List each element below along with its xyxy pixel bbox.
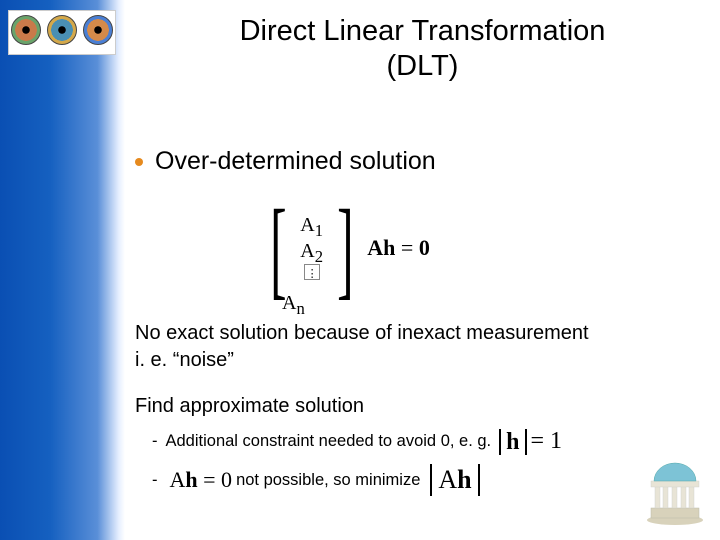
matrix-equation: [ A1 A2 ⋮ ] Ah = 0 [260, 198, 430, 298]
sub-bullet-minimize: - Ah = 0 not possible, so minimize Ah [152, 464, 480, 496]
noexact-line1: No exact solution because of inexact mea… [135, 322, 589, 344]
dash-icon: - [152, 432, 158, 451]
find-approximate-text: Find approximate solution [135, 395, 364, 418]
iris-icon-1 [11, 15, 41, 45]
norm-h-eq-1: h= 1 [499, 428, 562, 455]
bullet-dot-icon [135, 158, 143, 166]
matrix-row-1: A1 [300, 214, 323, 240]
noexact-line2: i. e. “noise” [135, 349, 234, 371]
sub2-text: not possible, so minimize [236, 471, 420, 490]
vdots-icon: ⋮ [304, 264, 320, 280]
norm-ah: Ah [430, 464, 479, 496]
sub1-text: Additional constraint needed to avoid 0,… [166, 432, 492, 451]
left-bracket-icon: [ [270, 198, 286, 298]
iris-icon-3 [83, 15, 113, 45]
matrix-column: A1 A2 ⋮ [297, 212, 327, 285]
math-ah-eq-0: Ah = 0 [166, 467, 237, 493]
sub-bullet-constraint: - Additional constraint needed to avoid … [152, 428, 562, 455]
pedestal-icon [640, 458, 710, 528]
title-line-2: (DLT) [387, 50, 459, 82]
logo-iris-triptych [8, 10, 116, 55]
iris-icon-2 [47, 15, 77, 45]
title-line-1: Direct Linear Transformation [240, 15, 606, 47]
slide-title: Direct Linear Transformation (DLT) [135, 14, 710, 84]
equation-ah-eq-0: Ah = 0 [367, 235, 430, 261]
matrix-row-n-overlay: An [282, 292, 305, 319]
dash-icon-2: - [152, 471, 158, 490]
right-bracket-icon: ] [337, 198, 353, 298]
no-exact-solution-text: No exact solution because of inexact mea… [135, 320, 589, 374]
sidebar-gradient [0, 0, 125, 540]
matrix-row-2: A2 [300, 240, 323, 266]
bullet-over-determined: Over-determined solution [135, 147, 436, 176]
bullet-text: Over-determined solution [155, 147, 436, 176]
